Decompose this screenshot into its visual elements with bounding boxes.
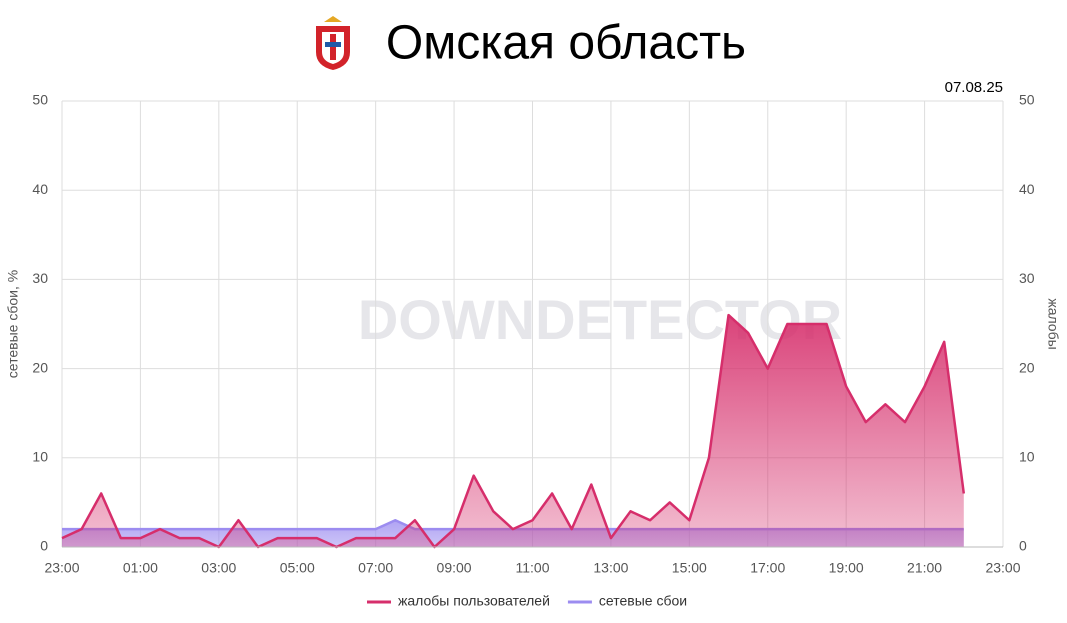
x-tick-label: 01:00 [123,560,158,576]
x-tick-label: 21:00 [907,560,942,576]
x-tick-label: 23:00 [985,560,1020,576]
date: 07.08.25 [945,79,1003,96]
legend-label: сетевые сбои [599,593,687,609]
region-emblem [316,16,350,70]
y-tick-label: 50 [32,92,48,108]
y2-tick-label: 30 [1019,270,1035,286]
y-tick-label: 10 [32,449,48,465]
x-tick-label: 19:00 [829,560,864,576]
y-tick-label: 40 [32,181,48,197]
x-tick-label: 11:00 [516,560,550,576]
x-tick-label: 15:00 [672,560,707,576]
y-tick-label: 0 [40,538,48,554]
series-line [61,313,966,549]
watermark: DOWNDETECTOR [358,288,842,351]
x-tick-label: 17:00 [750,560,785,576]
y2-tick-label: 50 [1019,92,1035,108]
y2-tick-label: 20 [1019,359,1035,375]
area-fill [62,315,964,547]
y2-tick-label: 40 [1019,181,1035,197]
x-tick-label: 23:00 [44,560,79,576]
x-tick-label: 03:00 [201,560,236,576]
x-tick-label: 09:00 [437,560,472,576]
legend-label: жалобы пользователей [398,593,550,609]
x-tick-label: 05:00 [280,560,315,576]
y2-tick-label: 0 [1019,538,1027,554]
chart-title: Омская область [386,17,746,70]
y-tick-label: 20 [32,359,48,375]
y2-tick-label: 10 [1019,449,1035,465]
x-tick-label: 13:00 [593,560,628,576]
y2-axis-label: жалобы [1045,298,1061,349]
y-axis-label: сетевые сбои, % [5,270,21,378]
x-tick-label: 07:00 [358,560,393,576]
y-tick-label: 30 [32,270,48,286]
